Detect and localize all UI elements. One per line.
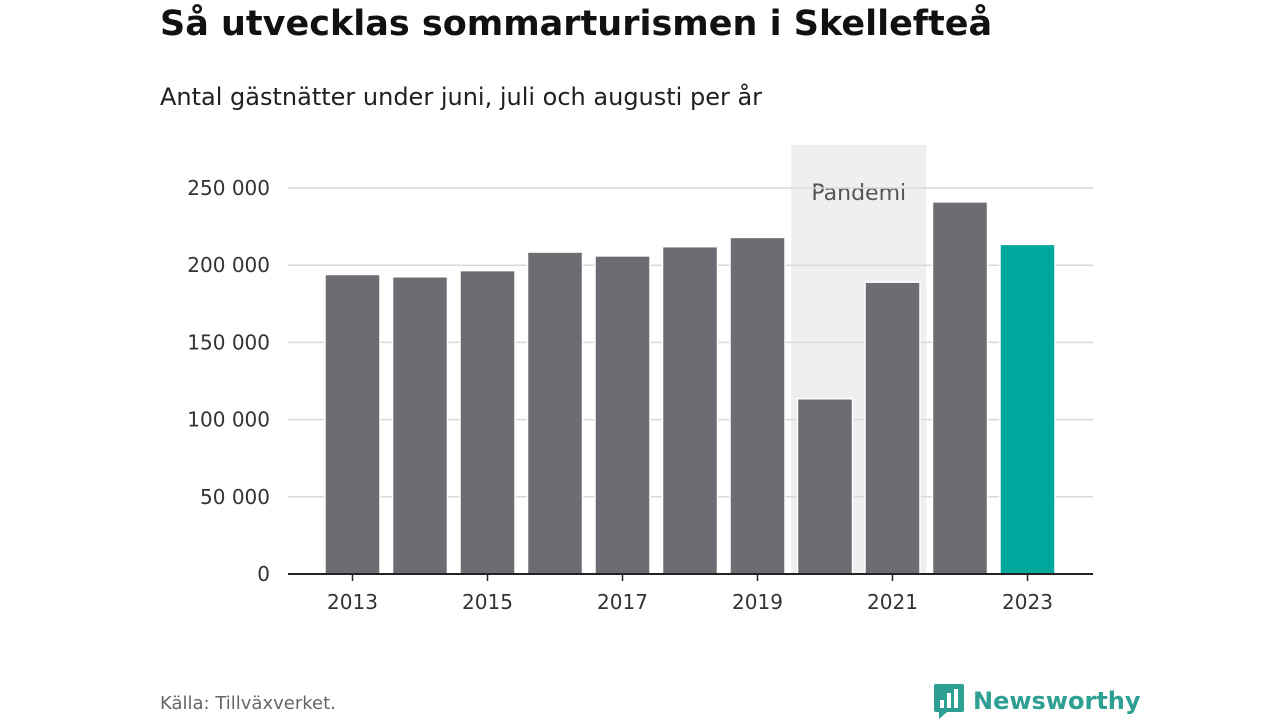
y-tick-label: 100 000 — [187, 408, 270, 432]
bar-2022 — [931, 201, 989, 575]
bar-2017 — [594, 255, 651, 575]
x-tick-label: 2017 — [597, 590, 648, 614]
bar-2018 — [661, 245, 719, 575]
bars — [324, 201, 1056, 575]
source-note: Källa: Tillväxverket. — [160, 693, 336, 714]
bar-2016 — [526, 251, 584, 575]
tick-labels: 0 50 000 100 000 150 000 200 000 250 000 2013 2… — [187, 176, 1053, 614]
brand-logo: Newsworthy — [933, 682, 1141, 720]
x-tick-label: 2015 — [462, 590, 513, 614]
bar-2013 — [324, 273, 381, 575]
bar-2023 — [999, 243, 1056, 575]
bar-2021 — [864, 281, 921, 575]
bar-chart-speech-bubble-icon — [934, 684, 964, 719]
y-tick-label: 50 000 — [200, 485, 270, 509]
bar-chart: Pandemi 0 50 000 100 000 150 000 200 000 250 … — [187, 145, 1093, 614]
x-tick-label: 2021 — [867, 590, 918, 614]
y-tick-label: 0 — [257, 562, 270, 586]
x-tick-label: 2023 — [1002, 590, 1053, 614]
bar-2020 — [796, 398, 854, 575]
x-tick-label: 2019 — [732, 590, 783, 614]
bar-2019 — [729, 236, 786, 575]
y-tick-label: 250 000 — [187, 176, 270, 200]
axes — [288, 573, 1093, 581]
brand-name: Newsworthy — [973, 687, 1141, 715]
bar-2014 — [391, 276, 449, 575]
x-tick-label: 2013 — [327, 590, 378, 614]
chart-title: Så utvecklas sommarturismen i Skellefteå — [160, 4, 993, 44]
bar-2015 — [459, 269, 516, 575]
pandemic-label: Pandemi — [811, 181, 906, 206]
y-tick-label: 200 000 — [187, 253, 270, 277]
y-tick-label: 150 000 — [187, 330, 270, 354]
chart-subtitle: Antal gästnätter under juni, juli och au… — [160, 83, 763, 111]
